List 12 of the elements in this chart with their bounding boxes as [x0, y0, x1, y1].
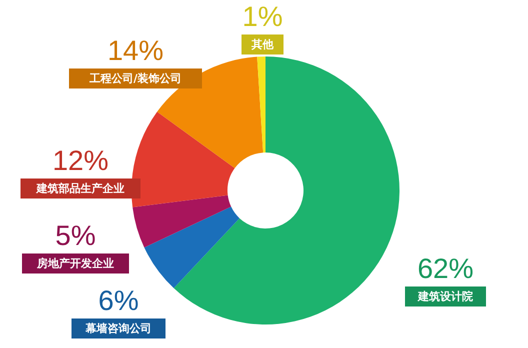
data-label: 6% — [98, 285, 139, 316]
slice-label: 建筑设计院 — [417, 290, 473, 303]
slice-label: 房地产开发企业 — [36, 257, 114, 270]
slice-label: 工程公司/装饰公司 — [88, 72, 182, 85]
slice-label: 幕墙咨询公司 — [84, 322, 152, 335]
data-label: 12% — [52, 145, 109, 176]
data-label: 14% — [107, 35, 164, 66]
data-label: 1% — [242, 1, 283, 32]
data-label: 5% — [55, 220, 96, 251]
slice-label: 建筑部品生产企业 — [36, 182, 124, 195]
data-label: 62% — [417, 253, 474, 284]
slice-label: 其他 — [250, 38, 274, 51]
